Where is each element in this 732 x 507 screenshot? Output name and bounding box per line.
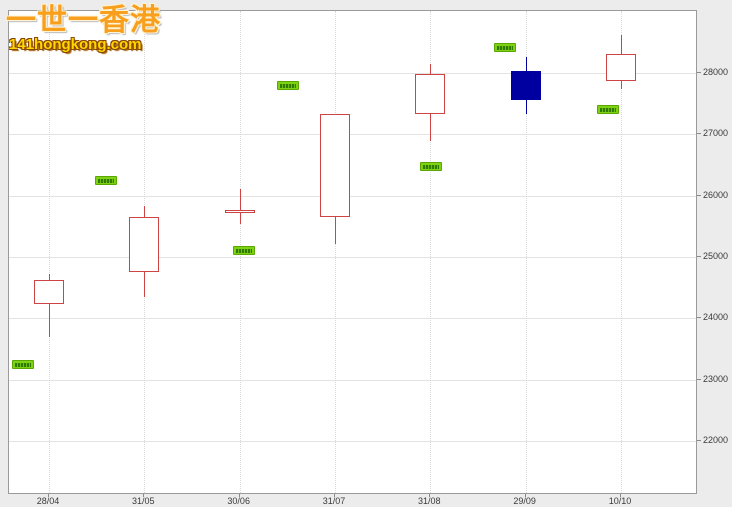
horizontal-gridline bbox=[9, 318, 696, 320]
horizontal-gridline bbox=[9, 195, 696, 197]
candle-upper-wick bbox=[144, 206, 146, 217]
horizontal-gridline bbox=[9, 134, 696, 136]
candle-upper-wick bbox=[49, 274, 50, 281]
flag-text-illegible bbox=[599, 107, 616, 112]
plot-area bbox=[8, 10, 697, 494]
candlestick bbox=[320, 114, 350, 218]
flag-text-illegible bbox=[236, 249, 253, 254]
horizontal-gridline bbox=[9, 73, 696, 74]
horizontal-gridline bbox=[9, 256, 696, 258]
y-axis-tick-mark bbox=[697, 439, 701, 441]
y-axis-tick-mark bbox=[697, 378, 701, 380]
vertical-gridline bbox=[621, 11, 622, 493]
y-axis-tick-mark bbox=[697, 72, 701, 73]
x-axis-tick-label: 10/10 bbox=[608, 496, 632, 506]
y-axis-tick-label: 24000 bbox=[703, 312, 729, 323]
vertical-gridline bbox=[430, 11, 432, 493]
y-axis-tick-label: 27000 bbox=[703, 128, 729, 139]
flag-text-illegible bbox=[98, 179, 115, 184]
y-axis-tick-mark bbox=[697, 317, 701, 319]
y-axis-tick-mark bbox=[697, 194, 701, 196]
green-price-flag bbox=[493, 42, 516, 52]
candlestick bbox=[606, 54, 636, 81]
x-axis-tick-mark bbox=[48, 494, 49, 497]
candle-lower-wick bbox=[621, 81, 622, 89]
x-axis-tick-label: 31/05 bbox=[132, 496, 155, 506]
x-axis-tick-mark bbox=[238, 494, 240, 497]
candle-lower-wick bbox=[430, 114, 432, 142]
flag-text-illegible bbox=[15, 362, 32, 367]
horizontal-gridline bbox=[9, 379, 696, 381]
vertical-gridline bbox=[525, 11, 527, 493]
x-axis-tick-label: 29/09 bbox=[513, 496, 536, 506]
vertical-gridline bbox=[335, 11, 336, 493]
y-axis-tick-label: 25000 bbox=[703, 250, 729, 261]
x-axis-tick-mark bbox=[524, 494, 526, 497]
candle-lower-wick bbox=[525, 100, 527, 115]
y-axis-tick-label: 26000 bbox=[703, 189, 729, 200]
green-price-flag bbox=[95, 176, 118, 186]
flag-text-illegible bbox=[496, 45, 513, 50]
flag-text-illegible bbox=[423, 165, 440, 170]
x-axis-tick-mark bbox=[334, 494, 335, 497]
x-axis-tick-mark bbox=[429, 494, 431, 497]
y-axis-tick-label: 22000 bbox=[703, 434, 729, 445]
green-price-flag bbox=[233, 246, 256, 256]
x-axis-tick-label: 28/04 bbox=[36, 496, 60, 506]
candle-upper-wick bbox=[430, 63, 432, 75]
candlestick bbox=[34, 280, 64, 305]
horizontal-gridline bbox=[9, 440, 696, 442]
y-axis-tick-label: 23000 bbox=[703, 373, 729, 384]
x-axis-tick-mark bbox=[620, 494, 621, 497]
green-price-flag bbox=[596, 104, 619, 114]
candlestick bbox=[510, 71, 541, 100]
y-axis-tick-mark bbox=[697, 255, 701, 257]
candle-upper-wick bbox=[239, 188, 241, 210]
candle-upper-wick bbox=[621, 35, 622, 54]
green-price-flag bbox=[12, 359, 35, 369]
flag-text-illegible bbox=[280, 83, 297, 88]
candlestick bbox=[129, 217, 160, 273]
x-axis-tick-label: 31/08 bbox=[418, 496, 441, 506]
candle-lower-wick bbox=[239, 212, 241, 224]
x-axis-tick-mark bbox=[143, 494, 145, 497]
candle-upper-wick bbox=[525, 57, 527, 72]
candle-lower-wick bbox=[335, 217, 336, 245]
green-price-flag bbox=[420, 162, 443, 172]
candlestick bbox=[224, 209, 255, 213]
vertical-gridline bbox=[49, 11, 50, 493]
green-price-flag bbox=[277, 80, 300, 90]
y-axis-tick-mark bbox=[697, 133, 701, 135]
x-axis-tick-label: 30/06 bbox=[227, 496, 250, 506]
x-axis-tick-label: 31/07 bbox=[322, 496, 346, 506]
candle-lower-wick bbox=[49, 304, 50, 338]
candlestick bbox=[415, 74, 446, 114]
candle-lower-wick bbox=[144, 272, 146, 297]
y-axis-tick-label: 28000 bbox=[703, 67, 729, 77]
